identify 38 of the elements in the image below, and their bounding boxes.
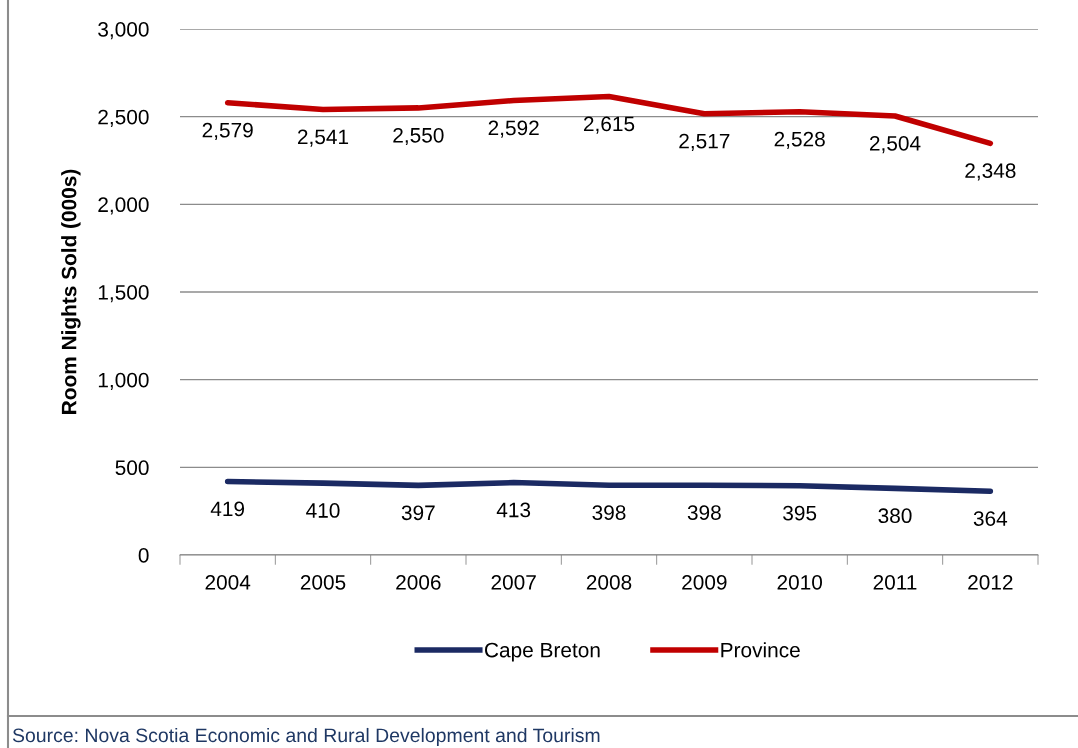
data-label: 419 bbox=[210, 501, 245, 517]
y-tick-label: 1,500 bbox=[98, 285, 149, 303]
x-tick-label: 2012 bbox=[968, 574, 1013, 590]
data-label: 410 bbox=[306, 503, 340, 518]
x-tick-label: 2011 bbox=[873, 574, 917, 590]
data-label: 2,592 bbox=[488, 120, 539, 138]
data-label: 2,550 bbox=[393, 127, 444, 146]
data-label: 398 bbox=[687, 505, 721, 520]
x-tick-label: 2009 bbox=[682, 574, 727, 590]
data-label: 2,517 bbox=[679, 133, 730, 151]
x-tick-label: 2004 bbox=[205, 574, 251, 590]
legend-label: Cape Breton bbox=[485, 642, 600, 662]
source-note: Source: Nova Scotia Economic and Rural Development and Tourism bbox=[12, 727, 600, 747]
data-label: 2,615 bbox=[583, 116, 635, 134]
y-tick-label: 3,000 bbox=[98, 22, 149, 40]
legend-label: Province bbox=[721, 642, 800, 658]
data-label: 2,579 bbox=[202, 122, 253, 141]
data-label: 398 bbox=[592, 505, 626, 520]
data-label: 395 bbox=[783, 505, 817, 521]
y-tick-label: 500 bbox=[115, 460, 149, 476]
data-label: 380 bbox=[878, 508, 912, 524]
data-label: 2,348 bbox=[965, 163, 1016, 181]
data-label: 2,528 bbox=[774, 131, 825, 149]
x-tick-label: 2007 bbox=[491, 574, 536, 590]
data-label: 2,504 bbox=[869, 135, 921, 154]
x-tick-label: 2006 bbox=[396, 574, 441, 590]
x-tick-label: 2005 bbox=[300, 574, 346, 590]
x-tick-label: 2010 bbox=[777, 574, 823, 590]
data-label: 364 bbox=[973, 511, 1008, 526]
y-tick-label: 0 bbox=[138, 548, 149, 563]
y-tick-label: 2,500 bbox=[98, 109, 149, 127]
x-tick-label: 2008 bbox=[586, 574, 632, 590]
y-tick-label: 1,000 bbox=[98, 372, 149, 390]
y-tick-label: 2,000 bbox=[98, 197, 149, 215]
data-label: 2,541 bbox=[297, 129, 349, 147]
y-axis-title: Room Nights Sold (000s) bbox=[61, 169, 81, 414]
data-label: 397 bbox=[401, 505, 435, 521]
data-label: 413 bbox=[496, 502, 531, 518]
